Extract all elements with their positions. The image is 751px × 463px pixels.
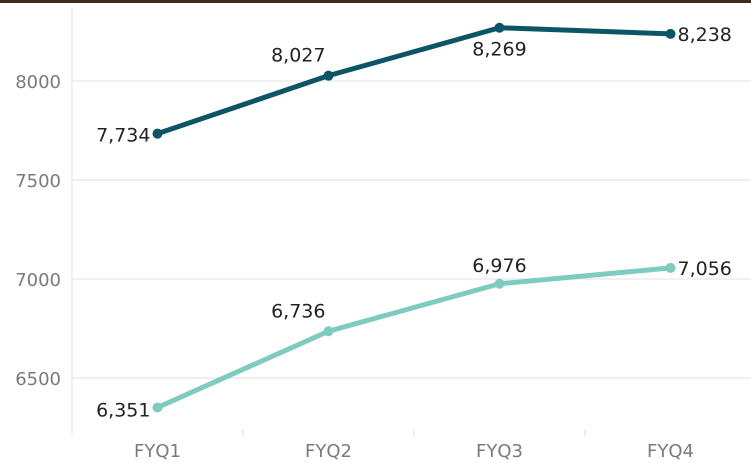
data-label: 6,736: [271, 300, 325, 322]
data-label: 8,238: [678, 24, 732, 46]
x-tick-label: FYQ1: [134, 441, 181, 462]
data-label: 7,734: [96, 125, 150, 147]
data-label: 7,056: [678, 258, 732, 280]
data-label: 8,027: [271, 45, 325, 67]
data-point: [665, 262, 676, 273]
data-point: [323, 70, 334, 81]
data-label: 6,976: [472, 255, 526, 277]
x-tick-label: FYQ3: [476, 441, 523, 462]
gridlines: [72, 80, 751, 379]
y-tick-label: 7000: [15, 270, 61, 291]
data-point: [323, 326, 334, 337]
data-label: 8,269: [472, 39, 526, 61]
data-label: 6,351: [96, 400, 150, 422]
data-point: [665, 28, 676, 39]
data-point: [494, 278, 505, 289]
y-tick-label: 7500: [15, 171, 61, 192]
data-labels: 7,734 8,027 8,269 8,238 6,351 6,736 6,976 7,056: [96, 24, 732, 422]
y-tick-label: 8000: [15, 72, 61, 93]
data-point: [494, 22, 505, 33]
y-tick-label: 6500: [15, 369, 61, 390]
top-border: [0, 0, 751, 3]
x-tick-label: FYQ2: [305, 441, 352, 462]
x-tick-label: FYQ4: [647, 441, 694, 462]
axes: 6500 7000 7500 8000 FYQ1 FYQ2 FYQ3 FYQ4: [15, 8, 694, 462]
data-point: [152, 402, 163, 413]
data-point: [152, 128, 163, 139]
series-line-2: [155, 265, 673, 411]
series-group: [152, 22, 676, 413]
series-line-1: [155, 25, 673, 137]
